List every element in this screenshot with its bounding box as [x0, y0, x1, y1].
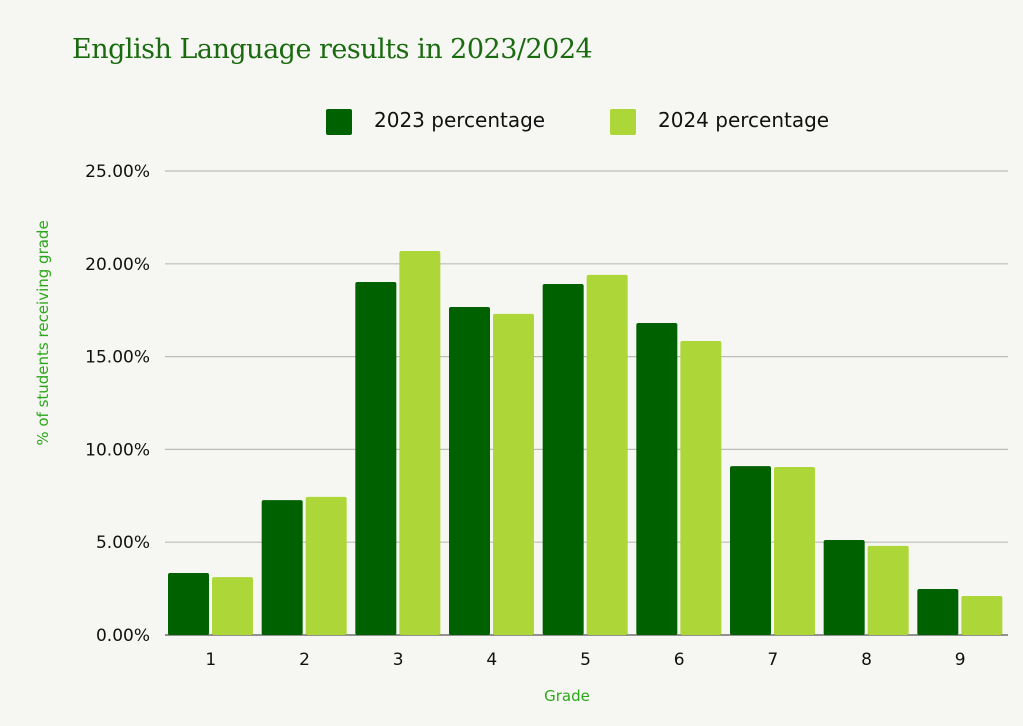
y-tick-label: 5.00%	[96, 533, 150, 553]
bar-2024-grade-3	[399, 250, 441, 636]
bar-2023-grade-8	[823, 539, 865, 635]
x-axis-label: Grade	[544, 687, 590, 705]
bar-2023-grade-3	[355, 281, 397, 635]
x-tick-label: 1	[205, 650, 216, 670]
legend-label: 2024 percentage	[658, 108, 829, 132]
y-tick-label: 10.00%	[85, 440, 150, 460]
x-tick-label: 9	[955, 650, 966, 670]
legend-label: 2023 percentage	[374, 108, 545, 132]
bar-2024-grade-7	[774, 467, 815, 635]
legend-swatch	[326, 109, 352, 135]
bar-2023-grade-7	[730, 466, 771, 635]
x-tick-label: 6	[674, 650, 685, 670]
bar-2023-grade-4	[449, 307, 490, 635]
x-tick-label: 7	[767, 650, 778, 670]
y-tick-label: 25.00%	[85, 162, 150, 182]
x-tick-label: 5	[580, 650, 591, 670]
bar-2023-grade-1	[168, 573, 209, 635]
chart-title: English Language results in 2023/2024	[72, 34, 593, 65]
bar-2024-grade-5	[586, 274, 628, 635]
y-tick-label: 20.00%	[85, 255, 150, 275]
y-tick-label: 15.00%	[85, 348, 150, 368]
bar-2023-grade-2	[261, 500, 303, 635]
y-tick-label: 0.00%	[96, 626, 150, 646]
x-tick-label: 8	[861, 650, 872, 670]
y-axis-label: % of students receiving grade	[34, 220, 52, 445]
legend-swatch	[610, 109, 636, 135]
bar-2024-grade-2	[305, 496, 347, 635]
bar-2024-grade-4	[493, 313, 534, 635]
bar-2023-grade-6	[636, 323, 678, 635]
bar-2023-grade-9	[917, 588, 959, 635]
bar-2024-grade-6	[680, 341, 722, 635]
x-tick-label: 4	[486, 650, 497, 670]
x-tick-label: 3	[393, 650, 404, 670]
bar-2024-grade-8	[867, 545, 909, 635]
bar-2023-grade-5	[542, 284, 584, 635]
x-tick-label: 2	[299, 650, 310, 670]
bar-2024-grade-1	[212, 577, 253, 635]
bar-2024-grade-9	[961, 596, 1003, 635]
